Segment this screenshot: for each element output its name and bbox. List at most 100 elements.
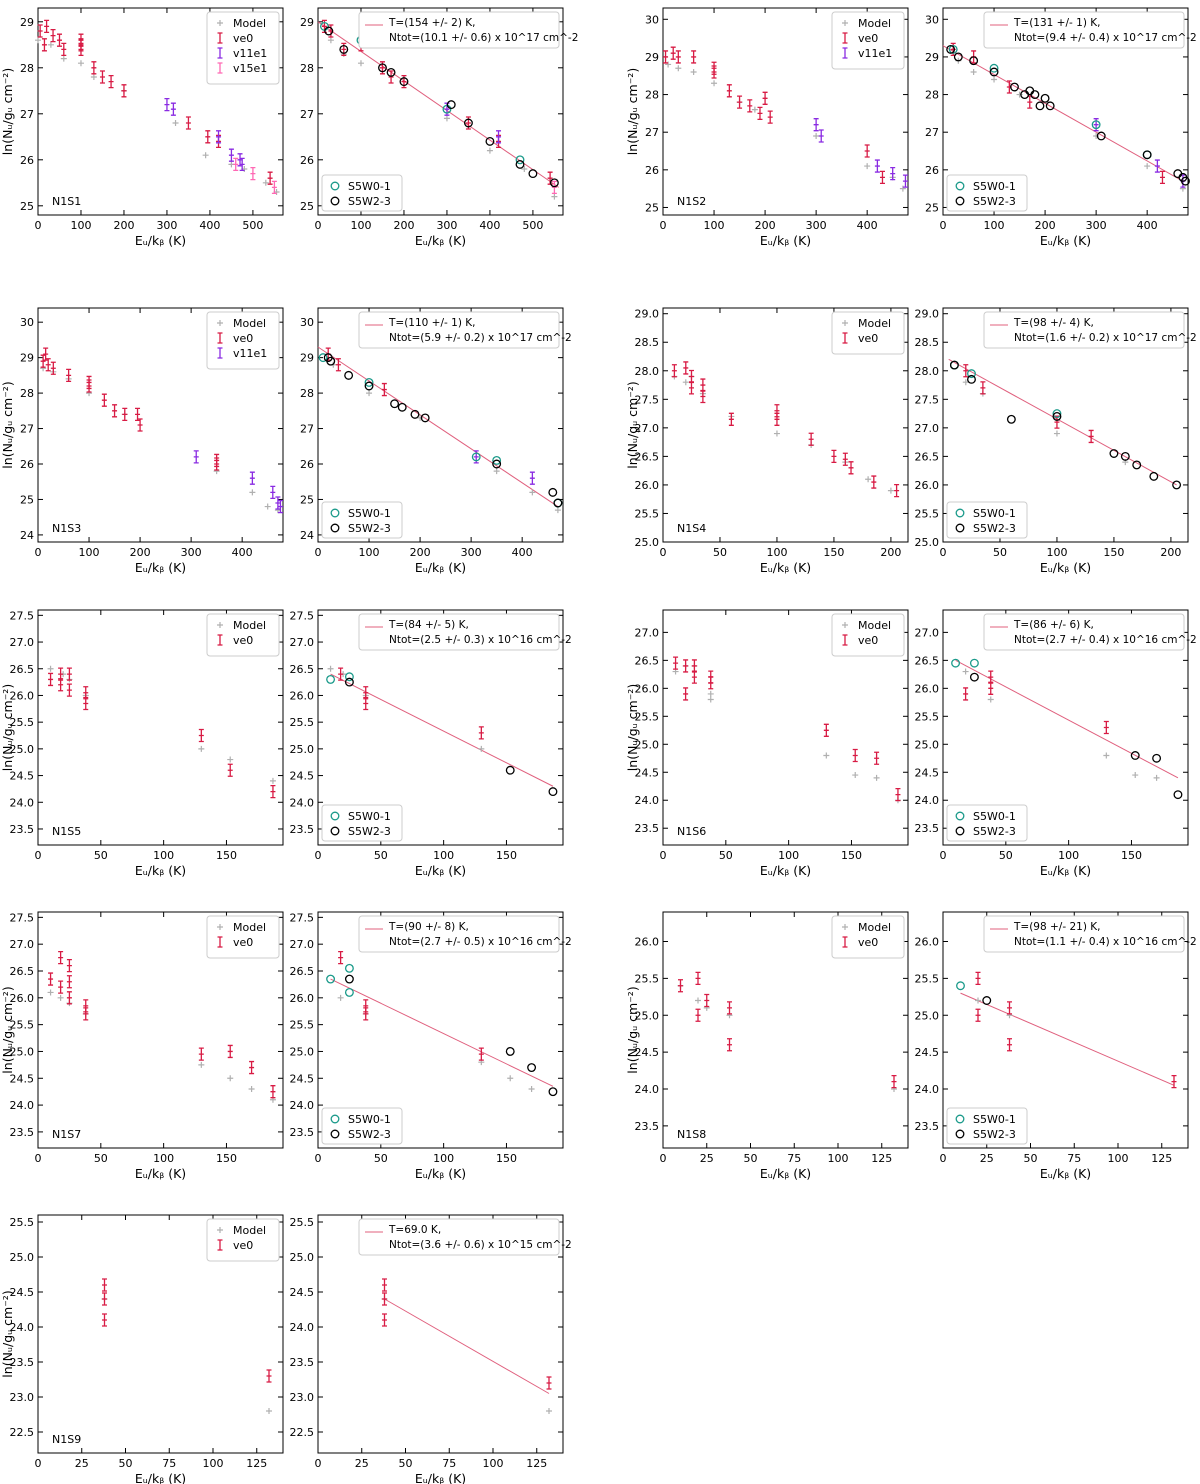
chart-panel: 0 50 100 150 200 25.0 25.5 26.0 26.5 27.0 27.5 28.0…: [915, 307, 1197, 575]
legend-marker: [955, 523, 965, 533]
s5w23-marker: [1006, 414, 1016, 424]
y-tick-label: 25.5: [290, 1216, 315, 1229]
s5w23-marker: [1030, 90, 1040, 100]
ve0-point: [48, 972, 54, 986]
v11e1-point: [237, 153, 243, 167]
v11e1-point: [239, 157, 245, 172]
y-tick-label: 26.0: [10, 992, 35, 1005]
y-tick-label: 25.5: [635, 507, 660, 520]
plot-frame: [942, 911, 1189, 1149]
legend-marker: [330, 1114, 340, 1124]
s5w23-marker: [1173, 169, 1183, 179]
legend-label: S5W2-3: [973, 1128, 1016, 1141]
x-tick-label: 150: [216, 1152, 237, 1165]
x-tick-label: 400: [1137, 219, 1158, 232]
y-tick-label: 25.0: [915, 536, 940, 549]
marker-legend-box: [321, 804, 403, 842]
fit-label-ntot: Ntot=(2.7 +/- 0.4) x 10^16 cm^-2: [1014, 634, 1197, 646]
plot-frame: [317, 911, 564, 1149]
y-tick-label: 26: [20, 154, 34, 167]
ve0-point: [727, 1001, 732, 1015]
y-tick-label: 22.5: [10, 1426, 35, 1439]
s5w23-marker: [326, 356, 336, 366]
model-point: [521, 166, 528, 172]
ve0-point: [137, 418, 143, 432]
y-tick-label: 28: [925, 89, 939, 102]
legend-label: S5W0-1: [348, 1113, 391, 1126]
legend-marker: [217, 634, 223, 646]
legend-label: ve0: [233, 32, 253, 45]
model-point: [1132, 772, 1139, 779]
s5w23-marker: [1142, 150, 1152, 160]
y-tick-label: 27.0: [635, 626, 660, 639]
y-tick-label: 27.0: [915, 626, 940, 639]
x-axis-label: Eᵤ/kᵦ (K): [135, 1471, 186, 1484]
y-tick-label: 24.5: [10, 770, 35, 783]
s5w23-marker: [1173, 790, 1183, 800]
ve0-point: [895, 787, 901, 802]
x-tick-label: 50: [1024, 1152, 1038, 1165]
model-point: [327, 37, 334, 44]
x-tick-label: 0: [35, 1152, 42, 1165]
ve0-point: [83, 999, 89, 1013]
ve0-point: [122, 407, 128, 422]
v15e1-point: [250, 166, 256, 181]
ve0-point: [267, 171, 273, 185]
model-point: [248, 1086, 255, 1092]
legend-marker: [842, 622, 848, 628]
y-tick-label: 30: [300, 316, 314, 329]
legend-marker: [955, 1114, 965, 1124]
ve0-point: [1007, 1001, 1012, 1015]
y-tick-label: 27: [645, 126, 659, 139]
chart-panel: 0 50 100 150 23.5 24.0 24.5 25.0 25.5 26.0 26.5 27.…: [290, 911, 572, 1181]
fit-legend-box: [983, 11, 1185, 49]
legend-label: Model: [233, 17, 266, 30]
x-tick-label: 100: [1058, 849, 1079, 862]
s5w23-marker: [505, 765, 515, 775]
ve0-point: [66, 958, 72, 973]
s5w23-marker: [548, 487, 558, 497]
ve0-point: [83, 696, 89, 711]
y-tick-label: 24.0: [915, 1083, 940, 1096]
legend-label: ve0: [858, 936, 878, 949]
ve0-point: [1006, 80, 1012, 94]
model-point: [486, 147, 493, 154]
y-tick-label: 25: [645, 201, 659, 214]
ve0-point: [683, 687, 689, 701]
s5w23-marker: [515, 159, 525, 169]
plot-frame: [662, 911, 909, 1149]
model-point: [227, 756, 234, 763]
y-tick-label: 24.0: [915, 794, 940, 807]
ve0-point: [43, 347, 49, 361]
x-axis-label: Eᵤ/kᵦ (K): [135, 863, 186, 878]
y-tick-label: 26.0: [635, 479, 660, 492]
ve0-point: [842, 452, 848, 466]
x-tick-label: 100: [79, 546, 100, 559]
y-tick-label: 23.5: [10, 823, 35, 836]
legend-marker: [217, 622, 223, 628]
s5w23-marker: [344, 974, 354, 984]
ve0-point: [102, 1292, 107, 1306]
fit-line: [955, 659, 1179, 779]
y-tick-label: 29: [300, 352, 314, 365]
y-tick-label: 25.0: [290, 743, 315, 756]
model-point: [507, 1075, 514, 1082]
y-tick-label: 24.5: [10, 1286, 35, 1299]
y-tick-label: 23.5: [290, 1126, 315, 1139]
legend-marker: [955, 508, 965, 518]
s5w23-marker: [446, 100, 456, 110]
fit-legend-box: [983, 613, 1185, 651]
ve0-point: [121, 84, 127, 98]
model-point: [357, 60, 364, 67]
x-tick-label: 300: [461, 546, 482, 559]
model-point: [249, 489, 256, 496]
x-tick-label: 50: [719, 849, 733, 862]
x-axis-label: Eᵤ/kᵦ (K): [415, 233, 466, 248]
y-tick-label: 26.5: [635, 450, 660, 463]
legend-label: S5W2-3: [348, 825, 391, 838]
fit-line: [330, 673, 554, 787]
x-tick-label: 100: [1046, 546, 1067, 559]
y-tick-label: 30: [925, 13, 939, 26]
y-tick-label: 24.0: [635, 1083, 660, 1096]
y-tick-label: 26: [300, 154, 314, 167]
